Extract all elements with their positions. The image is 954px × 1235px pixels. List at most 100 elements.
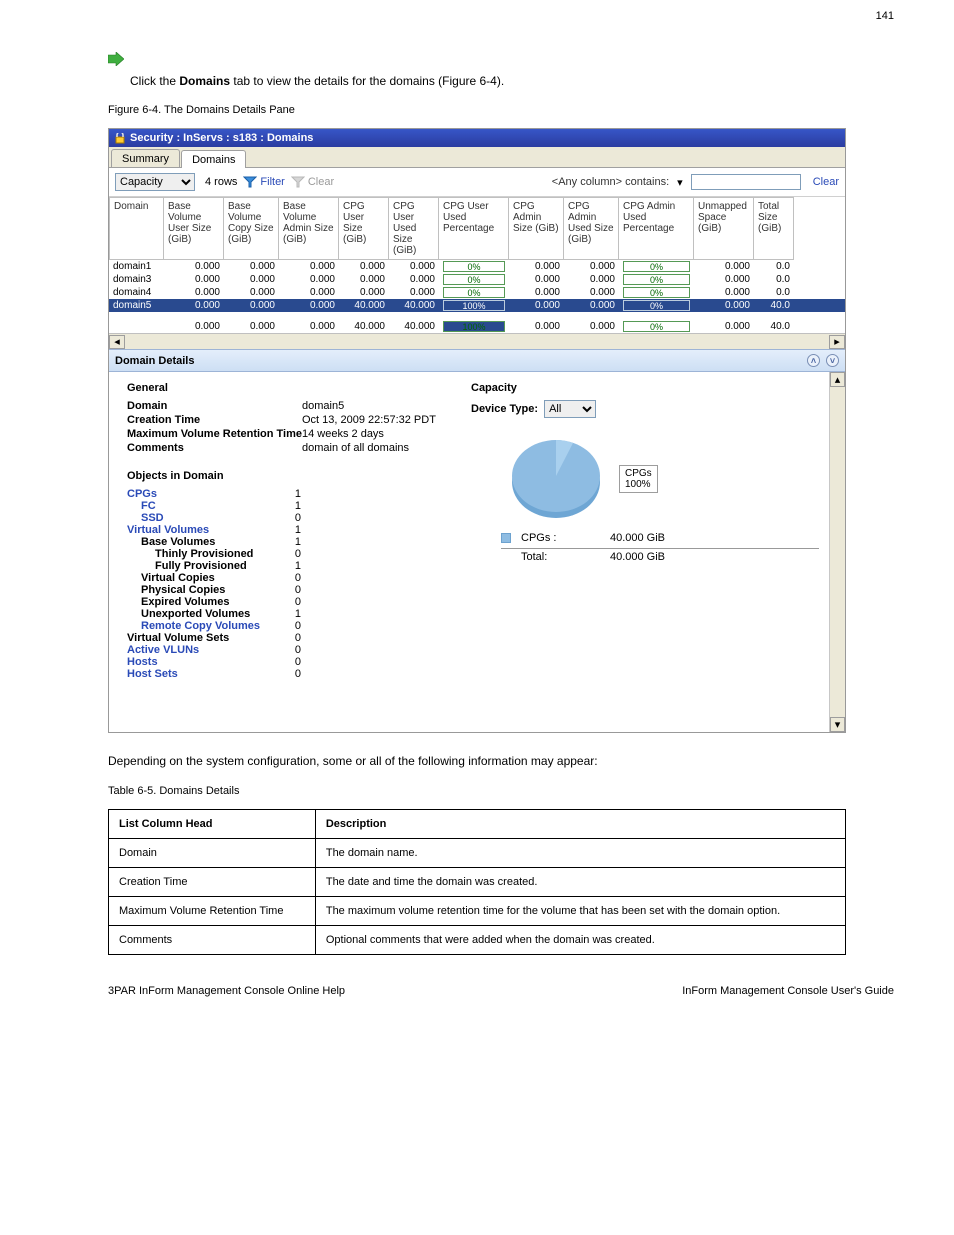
view-select[interactable]: Capacity bbox=[115, 173, 195, 191]
percent-bar: 0% bbox=[623, 261, 690, 272]
percent-bar: 100% bbox=[443, 300, 505, 311]
column-header[interactable]: Base Volume User Size (GiB) bbox=[164, 197, 224, 260]
cpgs-swatch-icon bbox=[501, 533, 511, 543]
object-link[interactable]: Hosts bbox=[127, 656, 277, 668]
intro-text: Click the Domains tab to view the detail… bbox=[0, 74, 954, 94]
object-count: 1 bbox=[277, 608, 307, 620]
object-link[interactable]: Virtual Volumes bbox=[127, 524, 277, 536]
row-count: 4 rows bbox=[201, 176, 237, 188]
clear-search-button[interactable]: Clear bbox=[807, 176, 839, 188]
column-header[interactable]: Base Volume Copy Size (GiB) bbox=[224, 197, 279, 260]
object-label: Virtual Volume Sets bbox=[127, 632, 277, 644]
object-count: 1 bbox=[277, 560, 307, 572]
app-window: Security : InServs : s183 : Domains Summ… bbox=[108, 128, 846, 733]
description-paragraph: Depending on the system configuration, s… bbox=[0, 733, 954, 779]
general-title: General bbox=[127, 382, 447, 394]
object-label: Virtual Copies bbox=[127, 572, 277, 584]
pie-legend: CPGs 100% bbox=[619, 465, 658, 493]
column-header[interactable]: CPG User Used Percentage bbox=[439, 197, 509, 260]
object-label: Thinly Provisioned bbox=[127, 548, 277, 560]
filter-dropdown-icon[interactable]: ▾ bbox=[675, 176, 685, 189]
object-count: 0 bbox=[277, 548, 307, 560]
percent-bar: 0% bbox=[623, 321, 690, 332]
percent-bar: 100% bbox=[443, 321, 505, 332]
percent-bar: 0% bbox=[443, 274, 505, 285]
window-titlebar: Security : InServs : s183 : Domains bbox=[109, 129, 845, 147]
column-header[interactable]: Total Size (GiB) bbox=[754, 197, 794, 260]
description-table: List Column HeadDescription DomainThe do… bbox=[108, 809, 846, 955]
table-row[interactable]: domain10.0000.0000.0000.0000.0000%0.0000… bbox=[109, 260, 845, 273]
scroll-up-icon[interactable]: ▴ bbox=[830, 372, 845, 387]
collapse-up-icon[interactable]: ˄ bbox=[807, 354, 820, 367]
window-title: Security : InServs : s183 : Domains bbox=[130, 132, 313, 144]
object-link[interactable]: Active VLUNs bbox=[127, 644, 277, 656]
toolbar: Capacity 4 rows Filter Clear <Any column… bbox=[109, 168, 845, 197]
object-link[interactable]: CPGs bbox=[127, 488, 277, 500]
filter-button[interactable]: Filter bbox=[243, 176, 284, 188]
object-count: 0 bbox=[277, 572, 307, 584]
percent-bar: 0% bbox=[623, 287, 690, 298]
table-summary-row: 0.0000.0000.00040.00040.000100%0.0000.00… bbox=[109, 320, 845, 333]
column-header[interactable]: Base Volume Admin Size (GiB) bbox=[279, 197, 339, 260]
filter-column-label: <Any column> contains: bbox=[552, 176, 669, 188]
capacity-values: CPGs : 40.000 GiB Total: 40.000 GiB bbox=[501, 532, 819, 563]
table-row[interactable]: domain40.0000.0000.0000.0000.0000%0.0000… bbox=[109, 286, 845, 299]
column-header[interactable]: Domain bbox=[109, 197, 164, 260]
column-header[interactable]: CPG User Used Size (GiB) bbox=[389, 197, 439, 260]
pie-chart bbox=[501, 434, 611, 524]
lock-icon bbox=[115, 133, 125, 144]
capacity-title: Capacity bbox=[471, 382, 819, 394]
object-link[interactable]: FC bbox=[127, 500, 277, 512]
device-type-label: Device Type: bbox=[471, 403, 538, 415]
object-count: 1 bbox=[277, 536, 307, 548]
percent-bar: 0% bbox=[443, 261, 505, 272]
table-row[interactable]: domain50.0000.0000.00040.00040.000100%0.… bbox=[109, 299, 845, 312]
general-section: General Domaindomain5Creation TimeOct 13… bbox=[127, 382, 447, 726]
data-grid: DomainBase Volume User Size (GiB)Base Vo… bbox=[109, 197, 845, 349]
object-count: 0 bbox=[277, 512, 307, 524]
tab-summary[interactable]: Summary bbox=[111, 149, 180, 167]
detail-key: Maximum Volume Retention Time bbox=[127, 428, 302, 440]
page-footer: 3PAR InForm Management Console Online He… bbox=[0, 955, 954, 997]
object-link[interactable]: SSD bbox=[127, 512, 277, 524]
object-label: Physical Copies bbox=[127, 584, 277, 596]
object-count: 0 bbox=[277, 668, 307, 680]
table-row[interactable]: domain30.0000.0000.0000.0000.0000%0.0000… bbox=[109, 273, 845, 286]
column-header[interactable]: CPG Admin Size (GiB) bbox=[509, 197, 564, 260]
scroll-left-icon[interactable]: ◂ bbox=[109, 335, 125, 349]
funnel-icon bbox=[243, 176, 257, 188]
figure-caption: Figure 6-4. The Domains Details Pane bbox=[0, 94, 954, 122]
column-header[interactable]: CPG Admin Used Percentage bbox=[619, 197, 694, 260]
collapse-down-icon[interactable]: ˅ bbox=[826, 354, 839, 367]
column-header[interactable]: CPG User Size (GiB) bbox=[339, 197, 389, 260]
object-count: 0 bbox=[277, 632, 307, 644]
percent-bar: 0% bbox=[623, 274, 690, 285]
object-count: 0 bbox=[277, 620, 307, 632]
details-header: Domain Details ˄ ˅ bbox=[109, 349, 845, 372]
detail-value: 14 weeks 2 days bbox=[302, 428, 447, 440]
step-arrow-icon bbox=[0, 22, 954, 74]
detail-key: Domain bbox=[127, 400, 302, 412]
table-row: Creation TimeThe date and time the domai… bbox=[109, 868, 846, 897]
object-link[interactable]: Host Sets bbox=[127, 668, 277, 680]
column-header[interactable]: CPG Admin Used Size (GiB) bbox=[564, 197, 619, 260]
vertical-scrollbar[interactable]: ▴ ▾ bbox=[829, 372, 845, 732]
object-label: Unexported Volumes bbox=[127, 608, 277, 620]
object-count: 1 bbox=[277, 500, 307, 512]
column-header: Description bbox=[315, 810, 845, 839]
column-header[interactable]: Unmapped Space (GiB) bbox=[694, 197, 754, 260]
detail-value: domain of all domains bbox=[302, 442, 447, 454]
objects-title: Objects in Domain bbox=[127, 470, 447, 482]
horizontal-scrollbar[interactable]: ◂ ▸ bbox=[109, 333, 845, 349]
tab-domains[interactable]: Domains bbox=[181, 150, 246, 168]
percent-bar: 0% bbox=[623, 300, 690, 311]
detail-value: Oct 13, 2009 22:57:32 PDT bbox=[302, 414, 447, 426]
filter-input[interactable] bbox=[691, 174, 801, 190]
details-body: General Domaindomain5Creation TimeOct 13… bbox=[109, 372, 845, 732]
object-label: Expired Volumes bbox=[127, 596, 277, 608]
scroll-down-icon[interactable]: ▾ bbox=[830, 717, 845, 732]
object-link[interactable]: Remote Copy Volumes bbox=[127, 620, 277, 632]
tab-bar: Summary Domains bbox=[109, 147, 845, 168]
device-type-select[interactable]: All bbox=[544, 400, 596, 418]
scroll-right-icon[interactable]: ▸ bbox=[829, 335, 845, 349]
